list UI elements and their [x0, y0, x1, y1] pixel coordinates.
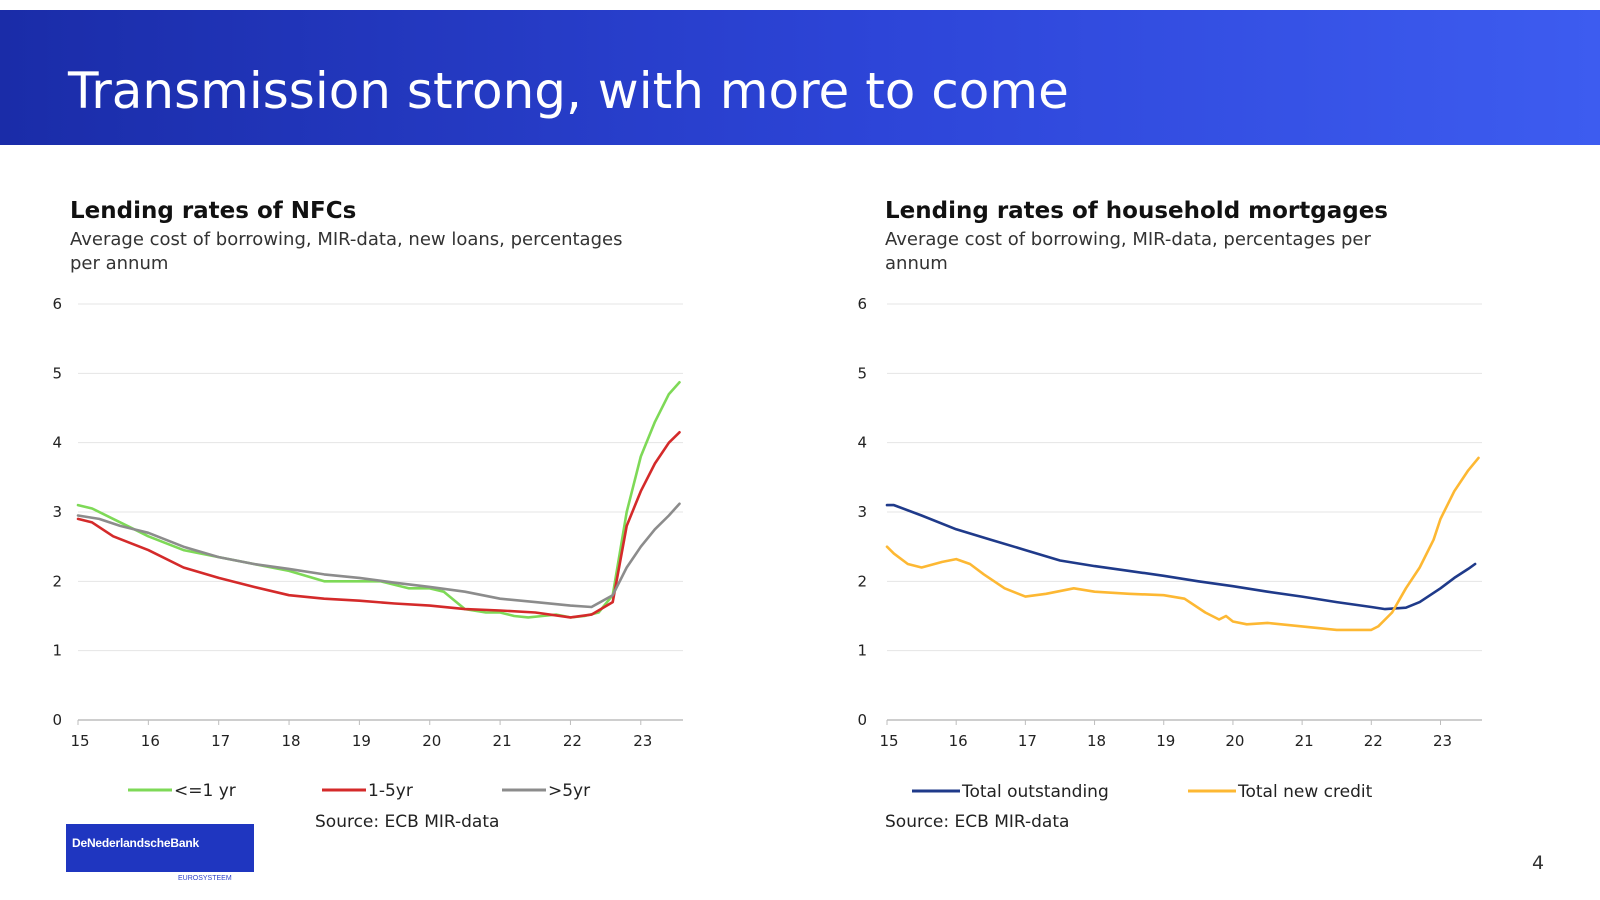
mortgage-series-line-1 [885, 456, 1480, 632]
nfc-x-tick-label-22: 22 [563, 732, 582, 750]
nfc-series-line-2 [76, 502, 681, 609]
chart-mortgage-header: Lending rates of household mortgages Ave… [885, 198, 1485, 276]
mortgage-x-tick-label-15: 15 [879, 732, 898, 750]
nfc-y-tick-label-1: 1 [52, 642, 62, 660]
chart-subtitle-nfc-line1: Average cost of borrowing, MIR-data, new… [70, 229, 623, 250]
dnb-logo: DeNederlandscheBank [66, 824, 254, 872]
mortgage-y-tick-label-3: 3 [857, 503, 867, 521]
mortgage-legend-label-1: Total new credit [1237, 782, 1373, 802]
nfc-legend-label-1: 1-5yr [368, 781, 413, 801]
mortgage-x-tick-label-19: 19 [1156, 732, 1175, 750]
mortgage-x-tick-label-17: 17 [1018, 732, 1037, 750]
nfc-x-tick-label-23: 23 [633, 732, 652, 750]
mortgage-x-tick-label-21: 21 [1295, 732, 1314, 750]
chart-title-mortgage: Lending rates of household mortgages [885, 198, 1389, 224]
nfc-series-line-1 [76, 430, 681, 619]
nfc-x-tick-label-17: 17 [211, 732, 230, 750]
nfc-legend-label-2: >5yr [548, 781, 590, 801]
page-number: 4 [1532, 852, 1545, 874]
nfc-x-tick-label-16: 16 [141, 732, 160, 750]
dnb-logo-subtext: EUROSYSTEEM [178, 875, 232, 882]
mortgage-x-tick-label-16: 16 [949, 732, 968, 750]
mortgage-series-line-0 [885, 503, 1477, 611]
nfc-y-tick-label-0: 0 [52, 711, 62, 729]
nfc-x-tick-label-21: 21 [493, 732, 512, 750]
nfc-y-tick-label-4: 4 [52, 434, 62, 452]
nfc-x-tick-label-18: 18 [281, 732, 300, 750]
chart-subtitle-mortgage-line2: annum [885, 253, 948, 274]
nfc-y-tick-label-6: 6 [52, 295, 62, 313]
mortgage-x-tick-label-23: 23 [1433, 732, 1452, 750]
chart-title-nfc: Lending rates of NFCs [70, 198, 357, 224]
nfc-y-tick-label-5: 5 [52, 364, 62, 382]
chart-subtitle-nfc-line2: per annum [70, 253, 169, 274]
chart-subtitle-mortgage: Average cost of borrowing, MIR-data, per… [885, 228, 1485, 276]
mortgage-y-tick-label-0: 0 [857, 711, 867, 729]
chart-subtitle-nfc: Average cost of borrowing, MIR-data, new… [70, 228, 750, 276]
nfc-x-tick-label-15: 15 [70, 732, 89, 750]
nfc-legend-label-0: <=1 yr [174, 781, 236, 801]
source-nfc: Source: ECB MIR-data [315, 812, 500, 832]
mortgage-y-tick-label-6: 6 [857, 295, 867, 313]
mortgage-legend-label-0: Total outstanding [961, 782, 1109, 802]
nfc-y-tick-label-3: 3 [52, 503, 62, 521]
mortgage-y-tick-label-4: 4 [857, 434, 867, 452]
source-mortgage: Source: ECB MIR-data [885, 812, 1070, 832]
mortgage-x-tick-label-20: 20 [1225, 732, 1244, 750]
nfc-x-tick-label-20: 20 [422, 732, 441, 750]
mortgage-y-tick-label-2: 2 [857, 572, 867, 590]
slide-title: Transmission strong, with more to come [68, 62, 1069, 120]
chart-nfc-header: Lending rates of NFCs Average cost of bo… [70, 198, 750, 276]
dnb-logo-text: DeNederlandscheBank [72, 836, 199, 850]
chart-subtitle-mortgage-line1: Average cost of borrowing, MIR-data, per… [885, 229, 1371, 250]
mortgage-x-tick-label-22: 22 [1364, 732, 1383, 750]
nfc-x-tick-label-19: 19 [352, 732, 371, 750]
nfc-y-tick-label-2: 2 [52, 572, 62, 590]
title-banner: Transmission strong, with more to come [0, 10, 1600, 145]
mortgage-y-tick-label-1: 1 [857, 642, 867, 660]
mortgage-y-tick-label-5: 5 [857, 364, 867, 382]
mortgage-x-tick-label-18: 18 [1087, 732, 1106, 750]
